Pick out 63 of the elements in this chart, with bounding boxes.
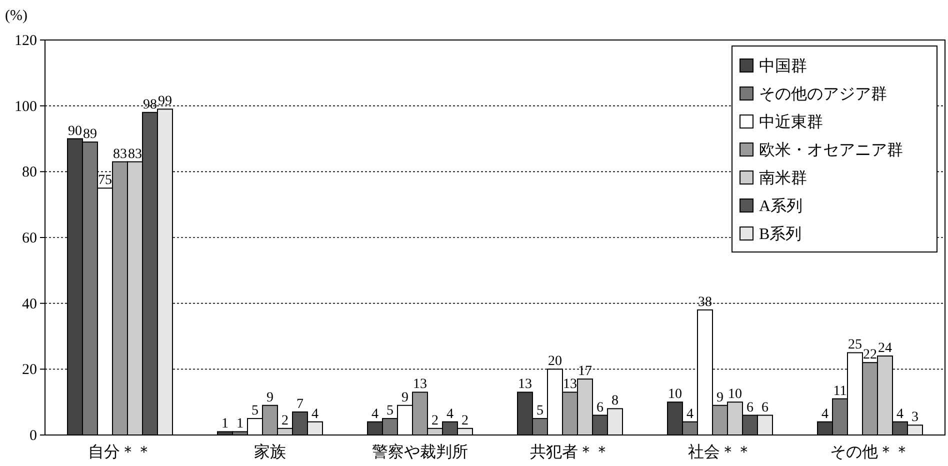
- data-label: 4: [686, 406, 694, 422]
- legend-label: A系列: [759, 197, 803, 215]
- data-label: 90: [68, 124, 82, 139]
- y-tick-label: 40: [22, 296, 37, 312]
- y-tick-label: 60: [22, 230, 37, 246]
- legend-label: その他のアジア群: [759, 86, 887, 103]
- data-label: 4: [822, 406, 828, 422]
- data-label: 89: [83, 127, 97, 142]
- data-label: 10: [668, 387, 682, 402]
- data-label: 6: [746, 400, 754, 416]
- data-label: 5: [252, 404, 258, 419]
- legend-label: 南米群: [759, 169, 807, 187]
- data-label: 6: [596, 400, 604, 416]
- data-label: 20: [548, 354, 562, 370]
- data-label: 2: [282, 413, 288, 428]
- data-label: 13: [563, 377, 577, 392]
- data-label: 13: [518, 377, 532, 392]
- data-label: 83: [128, 146, 142, 162]
- data-label: 13: [413, 377, 427, 392]
- data-label: 4: [446, 406, 454, 422]
- data-label: 9: [716, 390, 724, 406]
- data-label: 5: [536, 404, 544, 419]
- data-label: 6: [762, 400, 768, 416]
- data-label: 4: [896, 406, 904, 422]
- data-label: 98: [143, 97, 157, 112]
- legend-label: 欧米・オセアニア群: [759, 141, 903, 159]
- legend-label: 中国群: [759, 57, 807, 75]
- y-axis-title: (%): [5, 8, 28, 24]
- data-label: 38: [698, 294, 712, 310]
- data-label: 7: [296, 396, 304, 412]
- data-label: 4: [372, 406, 378, 422]
- data-label: 11: [833, 384, 847, 399]
- y-tick-label: 120: [14, 33, 37, 49]
- y-tick-label: 20: [22, 362, 37, 378]
- data-label: 1: [222, 416, 228, 432]
- data-label: 22: [863, 348, 877, 363]
- y-tick-label: 80: [22, 164, 37, 181]
- data-label: 3: [912, 410, 918, 426]
- data-label: 25: [848, 338, 862, 353]
- data-label: 9: [266, 390, 274, 406]
- data-label: 10: [728, 387, 742, 402]
- legend-label: B系列: [759, 225, 802, 243]
- y-tick-label: 100: [14, 98, 37, 115]
- data-label: 17: [578, 364, 592, 380]
- data-label: 99: [158, 94, 172, 110]
- data-label: 4: [312, 406, 318, 422]
- x-tick-label: 自分＊＊: [88, 443, 152, 461]
- data-label: 83: [113, 146, 127, 162]
- data-label: 9: [402, 390, 408, 406]
- x-tick-label: その他＊＊: [830, 444, 910, 461]
- legend-label: 中近東群: [759, 113, 823, 131]
- data-label: 2: [462, 413, 468, 428]
- y-tick-label: 0: [30, 428, 37, 444]
- x-tick-label: 警察や裁判所: [372, 443, 468, 461]
- data-label: 2: [432, 413, 438, 428]
- x-tick-label: 家族: [254, 443, 286, 461]
- x-tick-label: 共犯者＊＊: [530, 443, 610, 461]
- data-label: 8: [612, 394, 618, 409]
- data-label: 75: [98, 173, 112, 188]
- data-label: 5: [386, 404, 394, 419]
- x-tick-label: 社会＊＊: [688, 443, 752, 461]
- data-label: 24: [878, 341, 892, 356]
- data-label: 1: [236, 416, 244, 432]
